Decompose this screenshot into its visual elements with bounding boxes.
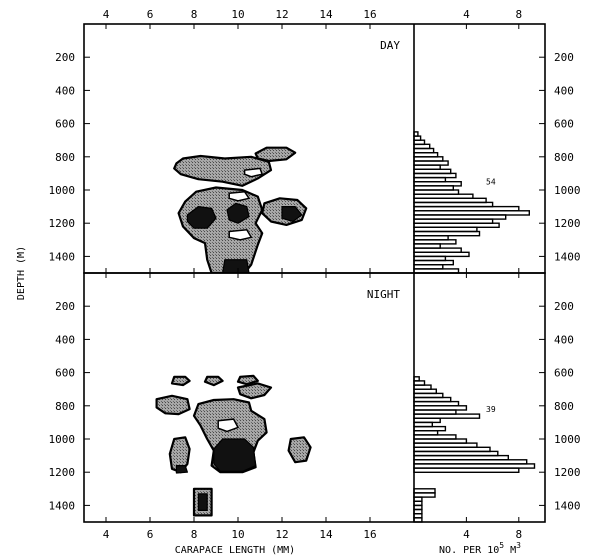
histogram-day (413, 131, 531, 274)
contour-high-day-7 (222, 259, 250, 273)
y-tick-label-right-night-1000: 1000 (554, 433, 581, 446)
hist-label-unit-exp: 3 (516, 541, 521, 550)
x-tick-label-top-12: 12 (275, 8, 288, 21)
x-tick-label-top-8: 8 (191, 8, 198, 21)
y-tick-label-left-day-600: 600 (55, 118, 75, 131)
contour-high-day-4 (186, 206, 217, 229)
y-tick-label-right-night-400: 400 (554, 333, 574, 346)
hist-bar-night-1175 (413, 467, 520, 474)
hist-tick-label-top-8: 8 (515, 8, 522, 21)
x-tick-label-bottom-16: 16 (363, 528, 376, 541)
y-tick-label-left-day-200: 200 (55, 51, 75, 64)
contour-low-day-2 (177, 186, 264, 273)
histogram-night (413, 376, 536, 523)
y-tick-label-right-night-800: 800 (554, 400, 574, 413)
contour-low-day-0 (173, 154, 273, 187)
y-tick-label-right-night-600: 600 (554, 367, 574, 380)
x-tick-label-bottom-4: 4 (103, 528, 110, 541)
contour-low-day-1 (254, 146, 297, 163)
x-tick-label-bottom-10: 10 (231, 528, 244, 541)
y-tick-label-left-day-1200: 1200 (49, 217, 76, 230)
x-axis-label-group: CARAPACE LENGTH (MM) (175, 545, 295, 556)
hist-bar-night-1350 (413, 496, 423, 502)
y-tick-label-left-day-400: 400 (55, 84, 75, 97)
hist-label-exp: 5 (499, 541, 504, 550)
contour-hole-day-1 (228, 229, 253, 241)
y-tick-label-right-day-600: 600 (554, 118, 574, 131)
contour-low-night-7 (287, 436, 312, 464)
outer-axis-labels: 4 4 6 6 8 8 10 10 12 12 14 14 16 16 4 4 8 8 (103, 8, 522, 541)
contour-high-night-10 (175, 465, 188, 474)
panel-label-day: DAY (380, 39, 400, 52)
contour-high-night-11 (197, 493, 208, 511)
contour-low-night-0 (170, 375, 191, 387)
y-tick-label-right-night-200: 200 (554, 300, 574, 313)
y-tick-label-left-night-1000: 1000 (49, 433, 76, 446)
hist-x-axis-label: NO. PER 105 M3 (439, 541, 521, 556)
y-tick-label-left-night-1400: 1400 (49, 499, 76, 512)
x-tick-label-top-14: 14 (319, 8, 333, 21)
panel-night: NIGHT 39 200 200 400 400 600 600 800 800 1000 1000 1… (49, 272, 581, 523)
y-tick-label-right-day-800: 800 (554, 151, 574, 164)
panel-total-night: 39 (486, 405, 496, 414)
x-tick-label-top-10: 10 (231, 8, 244, 21)
panel-frame-night (83, 272, 546, 523)
x-axis-label: CARAPACE LENGTH (MM) (175, 545, 295, 556)
x-tick-label-bottom-8: 8 (191, 528, 198, 541)
x-tick-label-top-4: 4 (103, 8, 110, 21)
panel-day: DAY 54 200 200 400 400 600 600 800 800 1000 1000 120… (49, 23, 581, 274)
hist-bar-night-1450 (413, 513, 423, 519)
panel-total-day: 54 (486, 178, 496, 187)
hist-bar-night-1100 (413, 454, 510, 461)
contour-high-day-6 (281, 206, 303, 223)
contour-low-night-1 (203, 375, 224, 387)
contour-high-night-9 (213, 438, 257, 472)
contour-low-night-4 (155, 394, 191, 416)
panel-label-night: NIGHT (367, 288, 400, 301)
y-tick-label-right-day-400: 400 (554, 84, 574, 97)
contour-group-night (155, 374, 312, 517)
y-tick-label-right-day-1200: 1200 (554, 217, 581, 230)
y-tick-label-left-day-800: 800 (55, 151, 75, 164)
contour-low-night-2 (236, 374, 259, 386)
hist-label-main: NO. PER 10 (439, 545, 499, 556)
x-tick-label-top-16: 16 (363, 8, 376, 21)
x-tick-label-bottom-14: 14 (319, 528, 333, 541)
y-tick-label-right-night-1200: 1200 (554, 466, 581, 479)
contour-hole-night-0 (217, 418, 240, 433)
y-tick-label-left-night-200: 200 (55, 300, 75, 313)
panels: DAY 54 200 200 400 400 600 600 800 800 1000 1000 120… (49, 23, 581, 523)
contour-hole-day-2 (243, 167, 264, 178)
y-tick-label-left-night-1200: 1200 (49, 466, 76, 479)
y-tick-label-left-night-800: 800 (55, 400, 75, 413)
hist-bar-night-1025 (413, 442, 478, 448)
x-tick-label-top-6: 6 (147, 8, 154, 21)
y-tick-label-left-day-1000: 1000 (49, 184, 76, 197)
x-tick-label-bottom-6: 6 (147, 528, 154, 541)
hist-tick-label-bottom-4: 4 (463, 528, 470, 541)
hist-tick-label-top-4: 4 (463, 8, 470, 21)
y-tick-label-left-night-400: 400 (55, 333, 75, 346)
contour-low-night-3 (236, 382, 273, 400)
y-tick-label-left-day-1400: 1400 (49, 250, 76, 263)
contour-group-day (173, 146, 308, 273)
contour-high-day-5 (226, 202, 250, 224)
y-tick-label-left-night-600: 600 (55, 367, 75, 380)
hist-label-unit: M (504, 545, 516, 556)
x-tick-label-bottom-12: 12 (275, 528, 288, 541)
y-tick-label-right-day-1400: 1400 (554, 250, 581, 263)
y-tick-label-right-night-1400: 1400 (554, 499, 581, 512)
y-tick-label-right-day-200: 200 (554, 51, 574, 64)
y-axis-label: DEPTH (M) (16, 246, 27, 300)
contour-hole-day-0 (228, 190, 251, 202)
hist-bar-night-850 (413, 413, 481, 419)
y-tick-label-right-day-1000: 1000 (554, 184, 581, 197)
hist-tick-label-bottom-8: 8 (515, 528, 522, 541)
